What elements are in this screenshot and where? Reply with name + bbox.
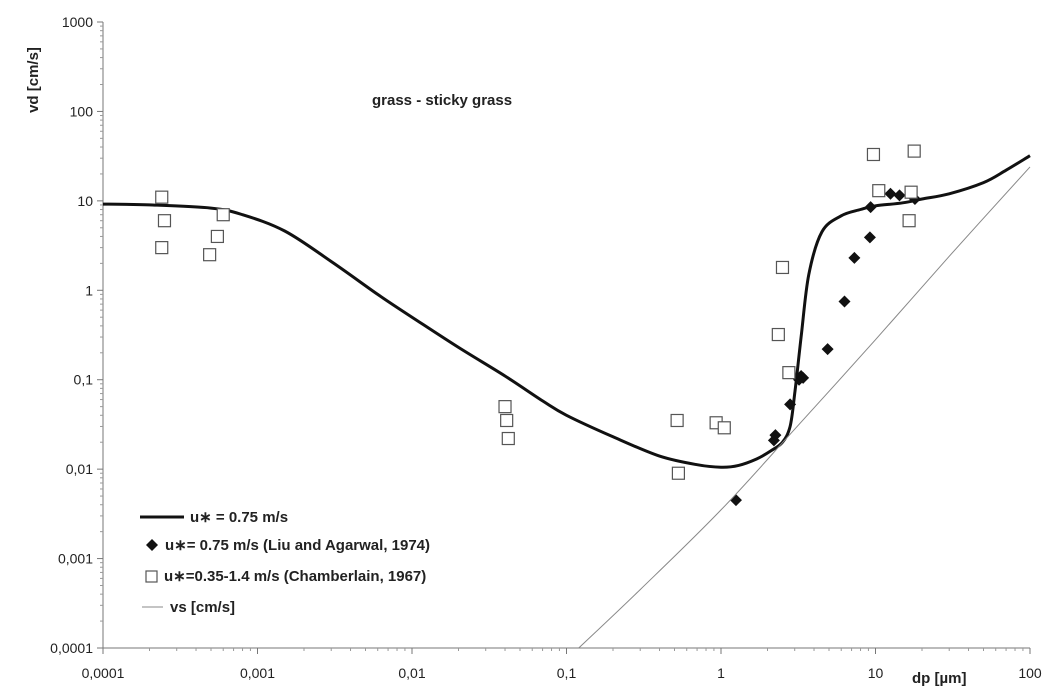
chamberlain-point [775, 260, 790, 275]
x-tick-label: 1 [717, 665, 725, 681]
legend-item-liu: u∗= 0.75 m/s (Liu and Agarwal, 1974) [146, 537, 430, 554]
liu-agarwal-point [784, 398, 797, 411]
liu-agarwal-point [893, 189, 906, 202]
x-tick-label: 0,1 [557, 665, 577, 681]
legend-item-vs: vs [cm/s] [142, 599, 235, 616]
chamberlain-point [155, 190, 169, 204]
liu-agarwal-point [864, 201, 877, 214]
chamberlain-point [216, 208, 230, 222]
liu-agarwal-point [797, 371, 810, 384]
legend: u∗ = 0.75 m/s u∗= 0.75 m/s (Liu and Agar… [140, 509, 430, 616]
y-tick-label: 1000 [62, 14, 93, 30]
legend-item-chamberlain: u∗=0.35-1.4 m/s (Chamberlain, 1967) [145, 568, 426, 585]
liu-agarwal-point [769, 429, 782, 442]
chamberlain-point [904, 185, 918, 199]
chamberlain-point [771, 327, 785, 342]
legend-model-label: u∗ = 0.75 m/s [190, 509, 288, 526]
model-curve [102, 154, 1031, 469]
settling-velocity-line [578, 166, 1031, 649]
y-tick-label: 0,01 [66, 461, 93, 477]
x-axis-title: dp [µm] [912, 670, 966, 687]
y-tick-label: 1 [85, 282, 93, 298]
legend-chamberlain-label: u∗=0.35-1.4 m/s (Chamberlain, 1967) [164, 568, 426, 585]
chamberlain-point [902, 214, 916, 228]
legend-diamond-icon [146, 539, 158, 551]
plot-series [102, 144, 1031, 649]
y-tick-label: 10 [77, 193, 93, 209]
x-tick-label: 100 [1018, 665, 1042, 681]
chart-title: grass - sticky grass [372, 92, 512, 109]
y-axis-title: vd [cm/s] [25, 47, 42, 113]
liu-agarwal-point [848, 251, 861, 264]
legend-vs-label: vs [cm/s] [170, 599, 235, 616]
legend-square-icon [145, 570, 158, 583]
y-tick-label: 0,1 [74, 372, 94, 388]
y-tick-label: 0,001 [58, 551, 93, 567]
x-tick-label: 10 [868, 665, 884, 681]
chamberlain-point [907, 144, 921, 158]
x-tick-label: 0,001 [240, 665, 275, 681]
liu-agarwal-point [884, 187, 897, 200]
x-axis-ticks: 0,0001 0,001 0,01 0,1 1 10 100 [82, 648, 1042, 681]
chamberlain-point [157, 214, 172, 228]
chamberlain-point [500, 413, 514, 428]
chamberlain-point [210, 229, 224, 244]
chamberlain-point [872, 184, 886, 198]
liu-agarwal-point [863, 231, 876, 244]
chamberlain-point [717, 421, 731, 435]
x-tick-label: 0,01 [398, 665, 425, 681]
axes [102, 22, 1030, 649]
chamberlain-point [501, 431, 515, 446]
y-axis-ticks: 0,0001 0,001 0,01 0,1 1 10 100 1000 [50, 14, 103, 656]
liu-agarwal-point [729, 494, 742, 507]
liu-agarwal-point [838, 295, 851, 308]
legend-liu-label: u∗= 0.75 m/s (Liu and Agarwal, 1974) [165, 537, 430, 554]
x-tick-label: 0,0001 [82, 665, 125, 681]
chamberlain-point [498, 400, 512, 414]
chamberlain-point [203, 248, 217, 262]
chamberlain-point [671, 466, 686, 480]
y-tick-label: 100 [70, 103, 94, 119]
liu-agarwal-point [821, 343, 834, 356]
chamberlain-point [670, 413, 684, 428]
chamberlain-point [866, 147, 881, 162]
y-tick-label: 0,0001 [50, 640, 93, 656]
chamberlain-point [782, 366, 796, 380]
legend-item-model: u∗ = 0.75 m/s [140, 509, 288, 526]
chamberlain-point [155, 241, 169, 255]
